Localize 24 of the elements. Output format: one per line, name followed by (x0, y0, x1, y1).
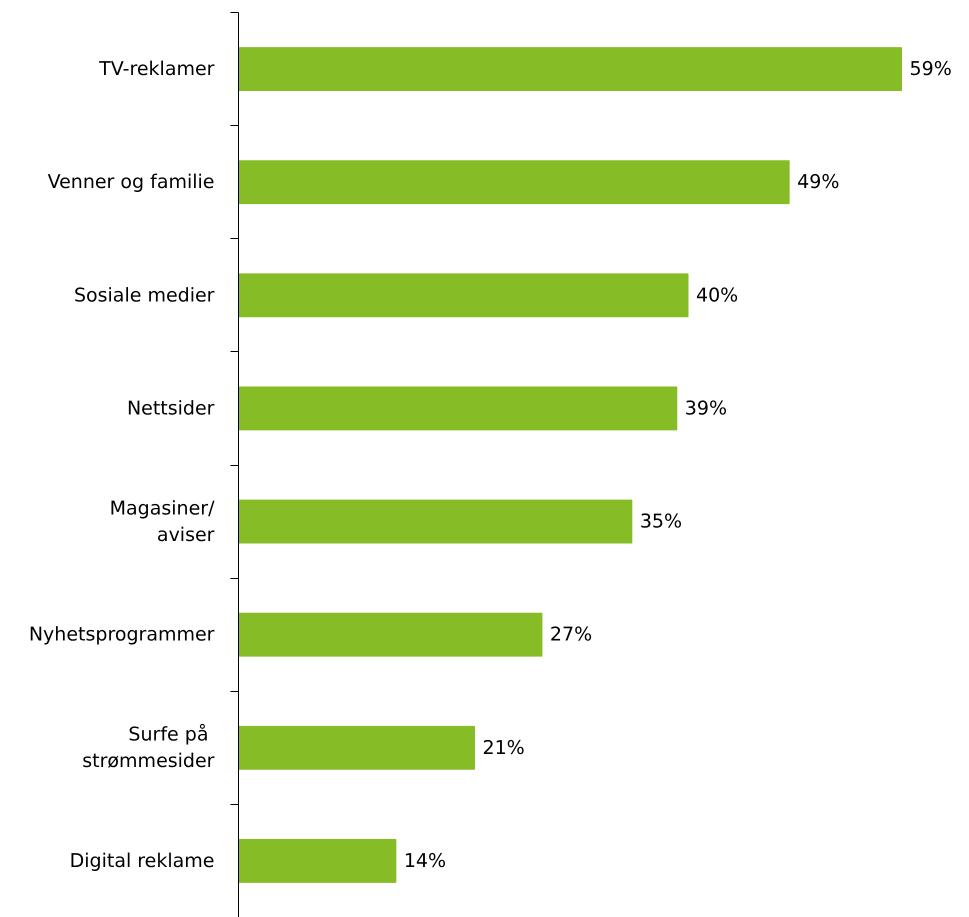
data-label: 39% (684, 397, 728, 420)
bar (238, 47, 902, 92)
data-label: 14% (404, 850, 446, 872)
y-tick-label: Digital reklame (70, 850, 215, 872)
bar (238, 612, 542, 657)
y-tick-label: Surfe på strømmesider (82, 724, 215, 772)
y-tick-label: Nyhetsprogrammer (28, 624, 215, 646)
y-tick-label: Nettsider (126, 397, 215, 420)
data-label: 27% (550, 624, 592, 646)
bar (238, 160, 790, 204)
data-label: 49% (797, 171, 840, 194)
data-label: 21% (482, 736, 525, 759)
bar (238, 838, 396, 883)
bar (238, 273, 689, 318)
y-tick-label: Magasiner/ aviser (110, 497, 216, 546)
bar (238, 386, 678, 430)
data-label: 40% (696, 284, 738, 306)
bar (238, 500, 632, 544)
bar (238, 726, 475, 770)
y-tick-label: Venner og familie (48, 171, 215, 194)
y-tick-label: TV-reklamer (98, 58, 215, 80)
y-tick-label: Sosiale medier (74, 284, 215, 306)
data-label: 35% (640, 510, 682, 533)
data-label: 59% (910, 58, 952, 80)
